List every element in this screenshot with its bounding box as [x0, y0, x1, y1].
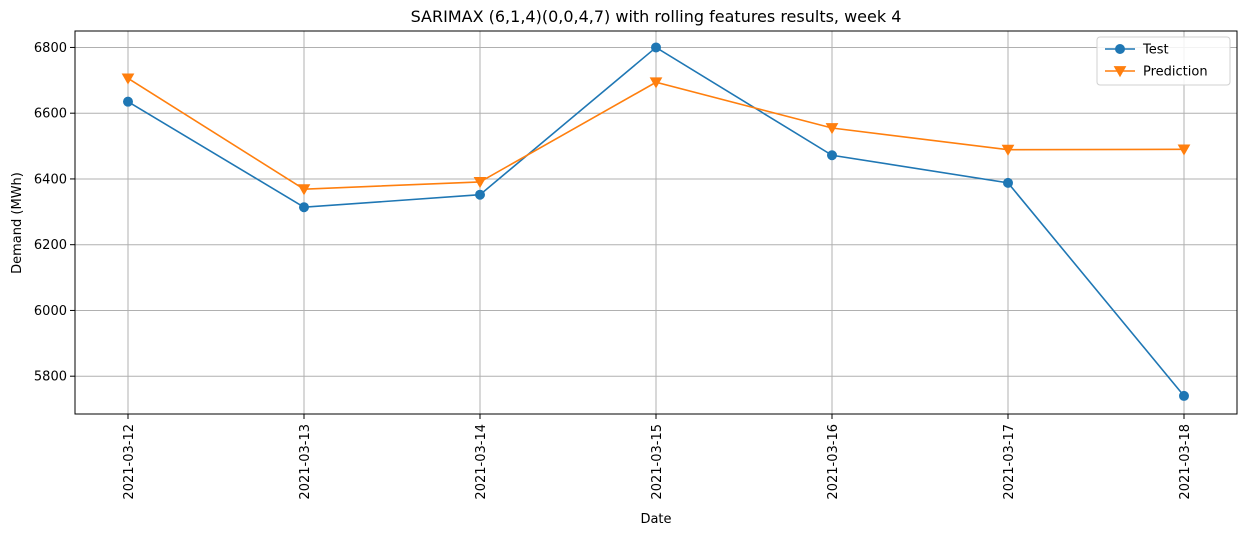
data-point-test — [827, 150, 837, 161]
x-tick-label: 2021-03-16 — [826, 424, 841, 500]
legend-marker — [1113, 66, 1127, 78]
legend-item-prediction: Prediction — [1105, 65, 1208, 80]
data-point-prediction — [649, 77, 663, 89]
y-axis-title: Demand (MWh) — [10, 172, 25, 274]
x-tick-label: 2021-03-12 — [122, 424, 137, 500]
data-point-prediction — [1177, 144, 1191, 156]
data-point-test — [651, 42, 661, 53]
legend-item-test: Test — [1105, 43, 1169, 58]
data-point-prediction — [121, 73, 135, 85]
series-prediction — [121, 73, 1191, 196]
data-point-test — [123, 96, 133, 107]
y-tick-label: 6600 — [34, 107, 67, 122]
legend: Test Prediction — [1096, 36, 1231, 86]
series — [121, 42, 1191, 401]
y-tick-label: 5800 — [34, 370, 67, 385]
data-point-prediction — [473, 176, 487, 189]
data-point-test — [1179, 390, 1189, 401]
legend-marker — [1115, 44, 1125, 54]
x-tick-label: 2021-03-13 — [298, 424, 313, 500]
x-tick-label: 2021-03-17 — [1002, 424, 1017, 500]
legend-label: Prediction — [1143, 65, 1208, 80]
axes: 2021-03-12 2021-03-13 2021-03-14 2021-03-15… — [34, 30, 1238, 500]
x-tick-label: 2021-03-15 — [650, 424, 665, 500]
x-tick-label: 2021-03-14 — [474, 424, 489, 500]
data-point-prediction — [825, 123, 839, 135]
y-tick-label: 6000 — [34, 304, 67, 319]
data-point-test — [475, 189, 485, 200]
x-axis-title: Date — [640, 512, 671, 527]
data-point-prediction — [1001, 144, 1015, 156]
chart-title: SARIMAX (6,1,4)(0,0,4,7) with rolling fe… — [411, 7, 902, 26]
y-tick-label: 6200 — [34, 238, 67, 253]
series-test — [123, 42, 1189, 401]
x-tick-label: 2021-03-18 — [1178, 424, 1193, 500]
data-point-test — [299, 202, 309, 213]
y-tick-label: 6400 — [34, 172, 67, 187]
plot-frame — [74, 30, 1238, 415]
y-tick-label: 6800 — [34, 41, 67, 56]
data-point-test — [1003, 177, 1013, 188]
data-point-prediction — [297, 184, 311, 196]
legend-label: Test — [1142, 43, 1169, 58]
